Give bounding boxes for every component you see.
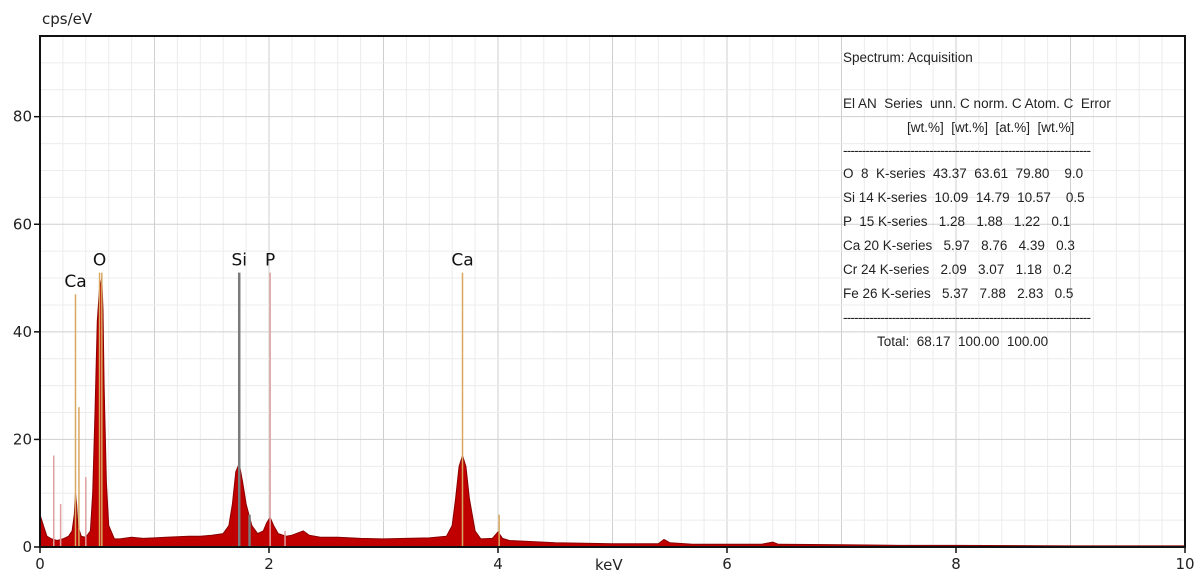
y-tick-label: 60 <box>13 215 32 233</box>
table-row: Si 14 K-series 10.09 14.79 10.57 0.5 <box>843 190 1085 205</box>
table-row: P 15 K-series 1.28 1.88 1.22 0.1 <box>843 214 1070 229</box>
table-header-2: [wt.%] [wt.%] [at.%] [wt.%] <box>907 120 1074 135</box>
x-tick-label: 4 <box>493 555 503 573</box>
peak-label: P <box>265 250 275 270</box>
table-separator-bottom: ----------------------------------------… <box>843 310 1091 325</box>
peak-label: Ca <box>64 272 86 292</box>
peak-labels: Ca O Si P Ca <box>64 250 473 292</box>
axis-ticks: 0 2 4 6 8 10 0 20 40 60 80 <box>13 108 1195 573</box>
plot-frame <box>39 35 1186 548</box>
grid <box>40 36 1185 547</box>
x-tick-label: 2 <box>264 555 274 573</box>
table-row: Fe 26 K-series 5.37 7.88 2.83 0.5 <box>843 286 1073 301</box>
table-total: Total: 68.17 100.00 100.00 <box>877 334 1048 349</box>
x-axis-label: keV <box>595 556 623 574</box>
table-header-1: El AN Series unn. C norm. C Atom. C Erro… <box>843 96 1111 111</box>
y-tick-label: 20 <box>13 430 32 448</box>
x-tick-label: 6 <box>722 555 732 573</box>
table-row: Ca 20 K-series 5.97 8.76 4.39 0.3 <box>843 238 1075 253</box>
x-tick-label: 0 <box>35 555 45 573</box>
peak-label: Ca <box>451 250 473 270</box>
table-separator-top: ----------------------------------------… <box>843 143 1091 158</box>
element-marker-lines <box>52 272 500 547</box>
y-tick-label: 0 <box>22 538 32 556</box>
table-title: Spectrum: Acquisition <box>843 50 973 65</box>
x-tick-label: 10 <box>1175 555 1194 573</box>
spectrum-area-path <box>39 277 1186 548</box>
y-tick-label: 40 <box>13 323 32 341</box>
table-row: Cr 24 K-series 2.09 3.07 1.18 0.2 <box>843 262 1072 277</box>
results-table: Spectrum: Acquisition El AN Series unn. … <box>843 50 1111 349</box>
y-tick-label: 80 <box>13 108 32 126</box>
table-row: O 8 K-series 43.37 63.61 79.80 9.0 <box>843 166 1083 181</box>
spectrum-area <box>39 277 1186 548</box>
peak-label: Si <box>231 250 247 270</box>
peak-label: O <box>93 250 106 270</box>
y-axis-label: cps/eV <box>42 10 93 28</box>
x-tick-label: 8 <box>951 555 961 573</box>
